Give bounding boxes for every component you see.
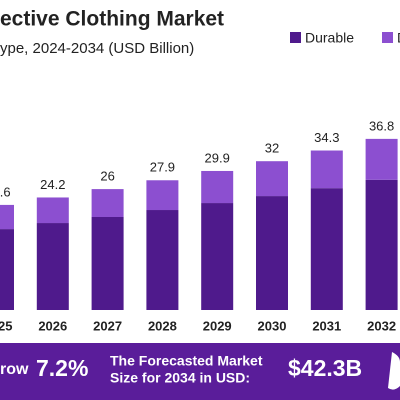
legend: Durable D: [290, 30, 400, 46]
bar-segment: [365, 179, 398, 310]
footer-size: $42.3B: [288, 355, 362, 381]
bar-segment: [256, 161, 288, 197]
footer-cagr: 7.2%: [36, 355, 88, 381]
bar-segment: [201, 170, 234, 204]
bar-segment: [36, 197, 69, 224]
chart-title: ective Clothing Market: [0, 8, 224, 31]
footer-icon: [388, 352, 400, 390]
total-label: 27.9: [150, 160, 175, 175]
legend-label: Durable: [305, 30, 354, 46]
bar-segment: [256, 196, 288, 310]
total-label: 36.8: [369, 118, 394, 133]
legend-swatch: [290, 32, 301, 43]
total-label: 32: [265, 141, 279, 156]
bar-segment: [310, 188, 343, 310]
x-tick-label: 2030: [258, 318, 287, 333]
legend-label: D: [397, 30, 400, 46]
bar-segment: [201, 203, 234, 310]
total-label: 34.3: [314, 130, 339, 145]
bar-segment: [0, 229, 14, 310]
bar-segment: [365, 138, 398, 180]
chart-subtitle: ype, 2024-2034 (USD Billion): [0, 40, 194, 57]
total-label: 24.2: [40, 177, 65, 192]
total-label: 22.6: [0, 184, 11, 199]
x-tick-label: 2031: [312, 318, 341, 333]
legend-swatch: [382, 32, 393, 43]
bar-segment: [91, 217, 124, 310]
bar-segment: [0, 204, 14, 230]
footer-banner: [0, 343, 400, 400]
total-label: 29.9: [205, 150, 230, 165]
footer-text: Size for 2034 in USD:: [110, 370, 250, 386]
bar-segment: [146, 210, 179, 310]
footer-text: The Forecasted Market: [110, 353, 263, 369]
x-tick-label: 2032: [367, 318, 396, 333]
bar-segment: [146, 180, 179, 211]
total-label: 26: [100, 169, 114, 184]
x-tick-label: 2026: [38, 318, 67, 333]
x-tick-label: 2028: [148, 318, 177, 333]
footer-lead: row: [0, 361, 29, 378]
x-tick-label: 2025: [0, 318, 12, 333]
bar-segment: [91, 189, 124, 217]
plot: 22.6 2025 24.2 2026 26 2027 27.9 2028 29.9 2029 32…: [0, 118, 398, 333]
bar-segment: [310, 150, 343, 189]
x-tick-label: 2029: [203, 318, 232, 333]
x-tick-label: 2027: [93, 318, 122, 333]
bar-segment: [36, 223, 69, 310]
